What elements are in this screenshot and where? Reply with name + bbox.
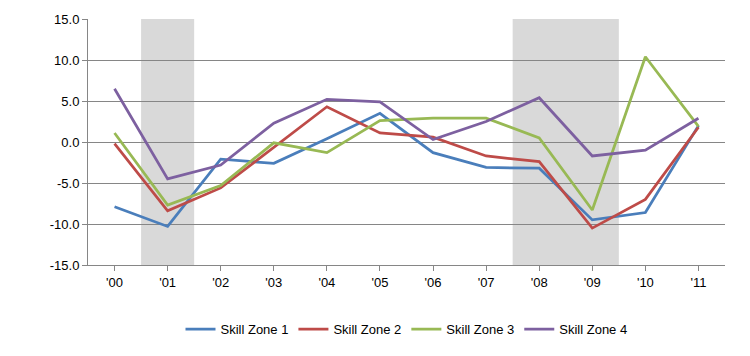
svg-text:'10: '10: [637, 275, 654, 290]
svg-text:15.0: 15.0: [54, 12, 79, 27]
svg-text:'01: '01: [159, 275, 176, 290]
svg-text:'08: '08: [531, 275, 548, 290]
svg-text:'05: '05: [371, 275, 388, 290]
svg-text:Skill Zone 3: Skill Zone 3: [446, 322, 514, 337]
svg-text:'02: '02: [212, 275, 229, 290]
svg-text:Skill Zone 4: Skill Zone 4: [559, 322, 627, 337]
svg-text:-10.0: -10.0: [50, 217, 80, 232]
svg-text:10.0: 10.0: [54, 53, 79, 68]
svg-text:0.0: 0.0: [61, 135, 79, 150]
svg-text:'09: '09: [584, 275, 601, 290]
svg-text:'06: '06: [425, 275, 442, 290]
svg-text:5.0: 5.0: [61, 94, 79, 109]
svg-text:'00: '00: [106, 275, 123, 290]
svg-text:'07: '07: [478, 275, 495, 290]
svg-text:'03: '03: [265, 275, 282, 290]
svg-text:-5.0: -5.0: [57, 176, 79, 191]
svg-text:-15.0: -15.0: [50, 258, 80, 273]
svg-text:'11: '11: [690, 275, 706, 290]
svg-text:'04: '04: [318, 275, 335, 290]
svg-text:Skill Zone 2: Skill Zone 2: [333, 322, 401, 337]
svg-text:Skill Zone 1: Skill Zone 1: [221, 322, 289, 337]
